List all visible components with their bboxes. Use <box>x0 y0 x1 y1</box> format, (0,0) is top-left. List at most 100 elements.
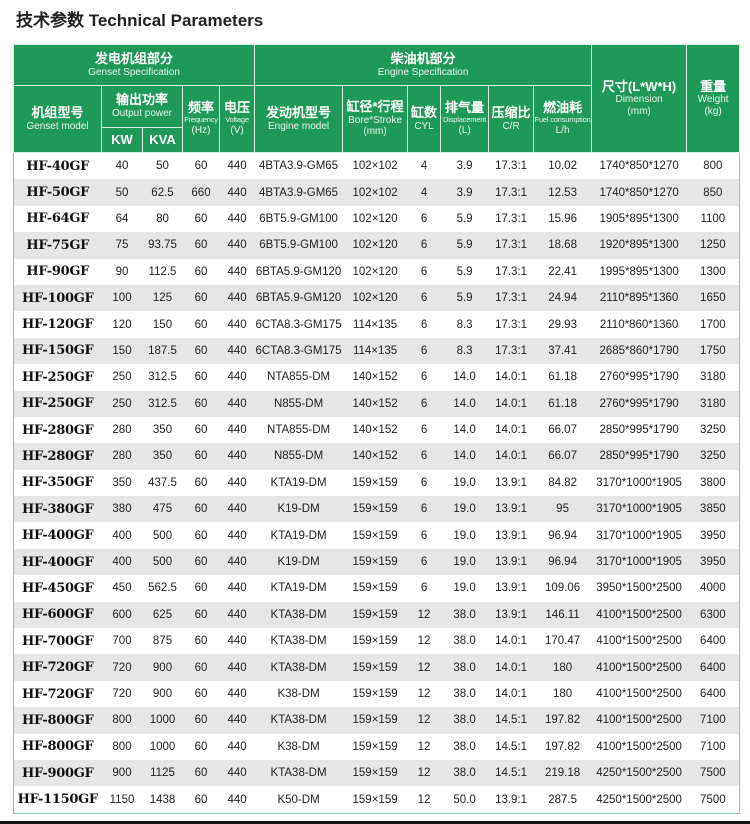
cell-cylinders: 6 <box>407 284 441 312</box>
page-title: 技术参数 Technical Parameters <box>16 11 264 30</box>
cell-kva: 93.75 <box>142 232 183 259</box>
cell-kva: 50 <box>156 160 169 173</box>
cell-kva: 112.5 <box>148 265 177 278</box>
cell-frequency: 60 <box>194 740 208 753</box>
cell-voltage: 440 <box>227 212 247 225</box>
cell-compression-ratio: 13.9:1 <box>488 548 534 576</box>
cell-displacement: 5.9 <box>456 212 473 225</box>
cell-frequency: 60 <box>194 635 208 648</box>
cell-fuel-consumption: 197.82 <box>544 740 581 753</box>
cell-cylinders: 12 <box>417 635 431 648</box>
cell-voltage: 440 <box>219 707 255 734</box>
cell-cylinders: 6 <box>420 476 428 489</box>
cell-weight: 850 <box>686 179 740 206</box>
cell-bore-stroke: 102×120 <box>342 284 408 312</box>
cell-voltage: 440 <box>227 740 247 753</box>
fuel-consumption-header: 燃油耗 Fuel consumption L/h <box>533 85 593 153</box>
cell-weight: 3800 <box>700 476 726 489</box>
cell-compression-ratio: 17.3:1 <box>495 160 528 173</box>
cell-frequency: 60 <box>194 582 208 595</box>
cell-kva: 625 <box>142 601 183 629</box>
cell-fuel-consumption: 84.82 <box>548 476 577 489</box>
cell-cylinders: 6 <box>407 337 441 365</box>
cell-genset-model: HF-90GF <box>26 264 90 280</box>
cell-kw: 250 <box>112 371 132 384</box>
cell-kva: 900 <box>152 688 173 700</box>
cell-displacement: 50.0 <box>453 793 476 806</box>
cell-compression-ratio: 17.3:1 <box>495 265 528 278</box>
cell-dimension: 1740*850*1270 <box>599 160 679 173</box>
cell-cylinders: 12 <box>407 601 441 629</box>
cell-fuel-consumption: 96.94 <box>533 548 592 576</box>
cell-dimension: 3170*1000*1905 <box>591 548 687 576</box>
cell-fuel-consumption: 12.53 <box>533 179 592 206</box>
cell-engine-model: 4BTA3.9-GM65 <box>259 160 339 173</box>
cell-compression-ratio: 13.9:1 <box>495 582 528 595</box>
cell-dimension: 3170*1000*1905 <box>591 496 687 523</box>
cell-dimension: 2760*995*1790 <box>591 390 687 417</box>
cell-dimension: 4100*1500*2500 <box>591 601 687 629</box>
cell-compression-ratio: 14.0:1 <box>495 424 528 437</box>
cell-weight: 7100 <box>686 707 740 734</box>
cell-cylinders: 6 <box>420 582 428 595</box>
cell-frequency: 60 <box>194 212 208 225</box>
cell-cylinders: 6 <box>407 390 441 417</box>
cell-genset-model: HF-450GF <box>22 580 94 596</box>
cell-frequency: 60 <box>182 654 220 681</box>
cylinders-header: 缸数 CYL <box>407 85 442 153</box>
cell-bore-stroke: 159×159 <box>352 529 398 542</box>
cell-kw: 280 <box>101 443 143 470</box>
cell-frequency: 60 <box>182 284 220 312</box>
cell-bore-stroke: 159×159 <box>352 582 398 595</box>
cell-kva: 312.5 <box>148 371 177 384</box>
cell-fuel-consumption: 10.02 <box>548 160 577 173</box>
cell-genset-model: HF-100GF <box>13 284 102 312</box>
cell-kva: 500 <box>152 529 173 542</box>
cell-cylinders: 6 <box>420 424 428 437</box>
cell-displacement: 8.3 <box>456 318 473 331</box>
cell-engine-model: KTA19-DM <box>270 476 327 489</box>
frequency-header: 频率 Frequency (Hz) <box>182 85 220 153</box>
cell-engine-model: K19-DM <box>254 548 343 576</box>
cell-kva: 187.5 <box>142 337 183 365</box>
cell-frequency: 60 <box>194 318 208 331</box>
cell-genset-model: HF-350GF <box>22 475 94 491</box>
cell-fuel-consumption: 180 <box>533 654 592 681</box>
cell-frequency: 60 <box>182 601 220 629</box>
cell-voltage: 440 <box>227 635 247 648</box>
cell-weight: 3180 <box>686 390 740 417</box>
cell-compression-ratio: 14.5:1 <box>488 759 534 787</box>
cell-bore-stroke: 140×152 <box>352 371 398 384</box>
cell-genset-model: HF-600GF <box>13 601 102 629</box>
cell-genset-model: HF-64GF <box>26 211 90 227</box>
cell-engine-model: KTA38-DM <box>254 601 343 629</box>
cell-compression-ratio: 13.9:1 <box>495 793 528 806</box>
cell-weight: 1750 <box>686 337 740 365</box>
cell-dimension: 2110*860*1360 <box>599 318 679 331</box>
cell-weight: 3950 <box>700 529 726 542</box>
cell-voltage: 440 <box>219 443 255 470</box>
cell-weight: 4000 <box>700 582 726 595</box>
cell-kva: 312.5 <box>142 390 183 417</box>
cell-kva: 1438 <box>149 793 176 806</box>
table-row: HF-350GF 350 437.5 60 440 KTA19-DM 159×159 6 19.… <box>14 470 740 496</box>
cell-displacement: 19.0 <box>453 582 476 595</box>
cell-voltage: 440 <box>227 424 247 437</box>
cell-displacement: 5.9 <box>440 232 489 259</box>
cell-voltage: 440 <box>219 654 255 681</box>
cell-engine-model: K38-DM <box>277 740 320 753</box>
cell-genset-model: HF-700GF <box>22 633 94 649</box>
cell-kva: 875 <box>152 635 173 648</box>
cell-displacement: 38.0 <box>440 759 489 787</box>
cell-engine-model: KTA38-DM <box>254 759 343 787</box>
cell-voltage: 440 <box>227 160 247 173</box>
cell-genset-model: HF-400GF <box>22 528 94 544</box>
cell-engine-model: N855-DM <box>254 443 343 470</box>
cell-voltage: 440 <box>227 265 247 278</box>
cell-genset-model: HF-150GF <box>13 337 102 365</box>
cell-dimension: 1740*850*1270 <box>591 179 687 206</box>
cell-dimension: 4100*1500*2500 <box>591 707 687 734</box>
cell-bore-stroke: 159×159 <box>342 654 408 681</box>
cell-kva: 150 <box>152 318 173 331</box>
cell-compression-ratio: 17.3:1 <box>488 284 534 312</box>
